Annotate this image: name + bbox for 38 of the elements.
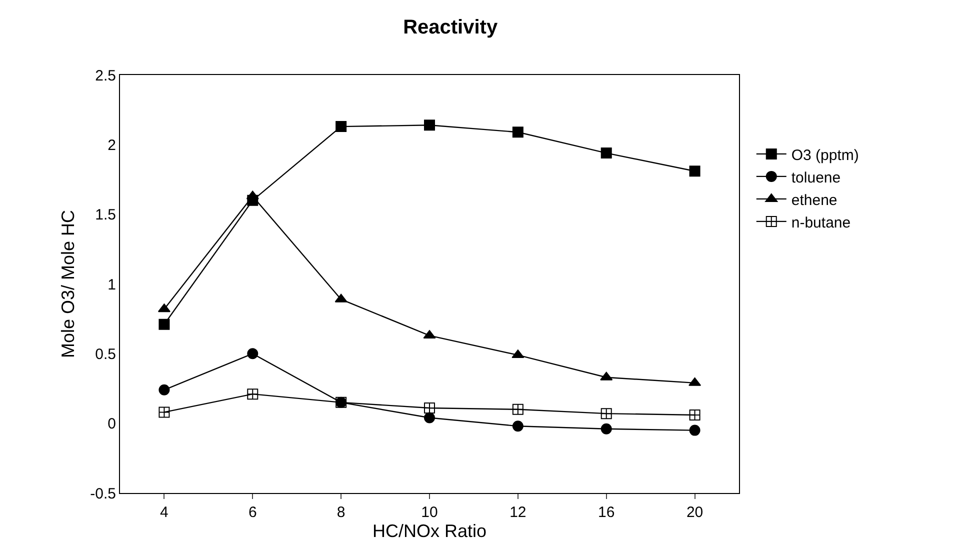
point: [424, 412, 435, 424]
point: [689, 424, 700, 436]
point: [336, 121, 347, 132]
x-tick-label: 16: [598, 504, 615, 521]
point: [158, 384, 170, 396]
point: [600, 148, 612, 159]
y-tick-label: 0: [108, 416, 116, 433]
x-tick-label: 20: [686, 504, 704, 521]
chart-title: Reactivity: [403, 16, 498, 38]
x-axis-title: HC/NOx Ratio: [372, 521, 487, 542]
point: [689, 166, 700, 177]
point: [600, 423, 612, 434]
point: [158, 406, 170, 418]
x-tick-label: 10: [421, 504, 438, 521]
y-tick-label: 1.5: [95, 206, 116, 224]
y-tick-label: 2.5: [95, 67, 116, 84]
point: [247, 348, 258, 360]
y-tick-label: 1: [108, 276, 116, 294]
point: [512, 404, 524, 415]
point: [512, 420, 524, 432]
legend-label: toluene: [791, 169, 841, 186]
point: [512, 126, 524, 138]
y-axis-title: Mole O3/ Mole HC: [58, 210, 78, 358]
y-tick-label: -0.5: [90, 485, 116, 502]
legend-label: n-butane: [791, 214, 851, 232]
point: [424, 120, 435, 131]
legend-label: O3 (pptm): [791, 146, 859, 164]
x-tick-label: 6: [248, 504, 257, 521]
point: [158, 318, 170, 330]
point: [600, 408, 612, 420]
x-tick-label: 4: [160, 504, 168, 521]
x-tick-label: 12: [510, 504, 526, 521]
y-tick-label: 2: [108, 136, 116, 154]
y-tick-label: 0.5: [95, 346, 116, 363]
legend-label: ethene: [791, 192, 838, 209]
point: [689, 409, 700, 420]
x-tick-label: 8: [336, 504, 346, 521]
point: [247, 388, 258, 400]
